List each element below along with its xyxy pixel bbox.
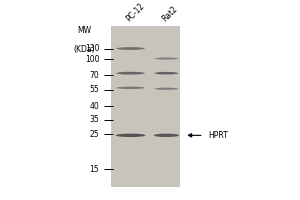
Text: 70: 70: [89, 71, 99, 80]
Text: 35: 35: [89, 115, 99, 124]
Ellipse shape: [154, 134, 179, 137]
FancyBboxPatch shape: [111, 26, 180, 187]
Text: 40: 40: [89, 102, 99, 111]
Text: 15: 15: [90, 165, 99, 174]
Ellipse shape: [116, 72, 145, 75]
Text: PC-12: PC-12: [124, 2, 146, 24]
Ellipse shape: [154, 88, 178, 90]
Ellipse shape: [154, 57, 178, 60]
Ellipse shape: [116, 47, 145, 50]
Text: HPRT: HPRT: [208, 131, 228, 140]
Text: (KDa): (KDa): [74, 45, 95, 54]
Text: MW: MW: [77, 26, 92, 35]
Ellipse shape: [116, 134, 146, 137]
FancyBboxPatch shape: [111, 26, 180, 187]
Ellipse shape: [154, 72, 178, 75]
Text: Rat2: Rat2: [160, 5, 179, 24]
Ellipse shape: [116, 87, 145, 89]
Text: 55: 55: [89, 85, 99, 94]
Text: 100: 100: [85, 55, 99, 64]
Text: 130: 130: [85, 44, 99, 53]
Text: 25: 25: [90, 130, 99, 139]
